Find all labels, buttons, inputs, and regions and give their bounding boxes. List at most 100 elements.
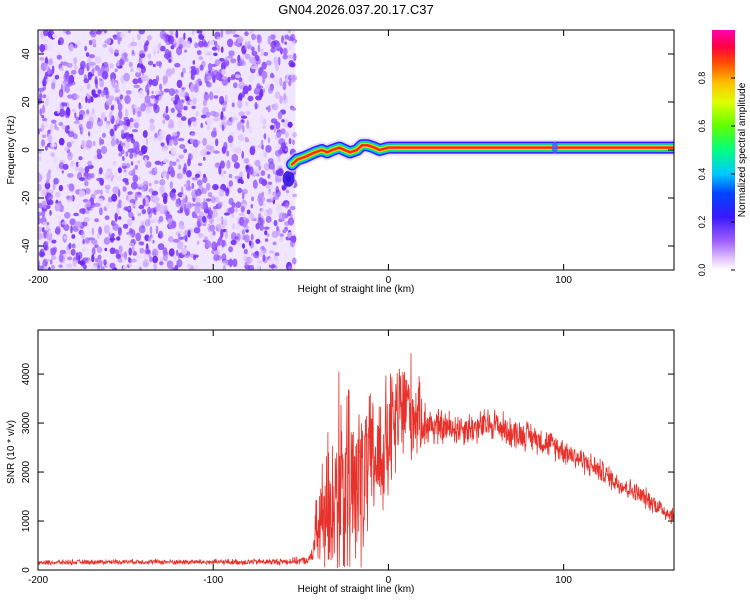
noise-speck (105, 202, 111, 209)
noise-speck (87, 62, 95, 66)
noise-speck (277, 56, 281, 66)
noise-speck (116, 115, 120, 124)
noise-speck (262, 88, 266, 93)
noise-speck (215, 138, 219, 147)
noise-speck (268, 181, 273, 185)
noise-speck (205, 111, 211, 118)
noise-speck (262, 196, 265, 202)
noise-speck (67, 130, 75, 138)
noise-speck (268, 161, 275, 170)
noise-speck (158, 204, 165, 213)
noise-speck (287, 209, 292, 217)
noise-speck (38, 183, 42, 192)
noise-speck (155, 210, 161, 216)
noise-speck (292, 132, 297, 138)
noise-speck (81, 230, 85, 240)
noise-speck (183, 32, 186, 40)
snr-y-tick-label: 1000 (21, 509, 32, 532)
noise-speck (216, 216, 224, 225)
noise-speck (133, 141, 140, 150)
noise-speck (41, 101, 46, 107)
noise-speck (45, 223, 50, 231)
noise-speck (222, 259, 229, 266)
noise-speck (91, 254, 95, 263)
noise-speck (126, 135, 132, 142)
noise-speck (91, 89, 96, 96)
noise-speck (74, 94, 80, 100)
noise-speck (40, 43, 44, 53)
noise-speck (39, 108, 43, 116)
noise-speck (246, 172, 250, 180)
noise-speck (218, 165, 222, 175)
noise-speck (138, 204, 145, 210)
noise-speck (246, 209, 251, 215)
noise-speck (131, 181, 138, 190)
noise-speck (138, 56, 143, 65)
transition-blob (282, 170, 295, 187)
noise-speck (190, 66, 196, 70)
noise-speck (154, 180, 159, 185)
noise-speck (47, 193, 53, 201)
noise-speck (284, 202, 290, 209)
noise-speck (136, 67, 142, 73)
noise-speck (54, 74, 60, 80)
noise-speck (215, 226, 219, 232)
noise-speck (246, 45, 253, 50)
noise-speck (51, 82, 56, 90)
noise-speck (44, 98, 49, 107)
noise-speck (78, 114, 84, 121)
noise-speck (228, 50, 235, 57)
noise-speck (251, 33, 256, 41)
snr-x-tick-label: 0 (386, 575, 392, 586)
noise-speck (260, 140, 265, 145)
noise-speck (50, 152, 55, 158)
noise-speck (176, 102, 184, 111)
noise-speck (275, 103, 279, 111)
noise-speck (132, 108, 136, 116)
noise-speck (238, 212, 245, 217)
noise-speck (58, 137, 65, 146)
noise-speck (83, 78, 90, 84)
noise-speck (153, 262, 157, 270)
noise-speck (214, 88, 221, 94)
noise-speck (225, 188, 230, 197)
noise-speck (81, 126, 84, 134)
noise-speck (122, 156, 125, 161)
noise-speck (260, 48, 264, 57)
noise-speck (264, 238, 269, 242)
noise-speck (121, 52, 128, 58)
noise-speck (273, 220, 278, 227)
noise-speck (287, 217, 295, 226)
colorbar-tick-label: 0.4 (697, 168, 707, 181)
snr-x-tick-label: -200 (28, 575, 48, 586)
noise-speck (292, 139, 295, 146)
noise-speck (287, 121, 293, 128)
noise-speck (122, 82, 126, 92)
noise-speck (78, 167, 85, 174)
noise-speck (159, 185, 165, 194)
noise-speck (220, 62, 227, 71)
noise-speck (249, 264, 255, 270)
noise-speck (102, 43, 108, 48)
noise-speck (290, 33, 296, 42)
noise-speck (192, 97, 198, 105)
noise-speck (216, 36, 222, 40)
noise-speck (249, 146, 256, 156)
noise-speck (230, 30, 237, 35)
noise-speck (73, 56, 78, 65)
noise-speck (280, 142, 287, 150)
noise-speck (249, 56, 256, 64)
noise-speck (272, 241, 277, 246)
noise-speck (44, 63, 49, 70)
noise-speck (121, 129, 125, 139)
noise-speck (278, 212, 286, 221)
noise-speck (204, 236, 208, 241)
noise-speck (58, 184, 64, 192)
noise-speck (215, 162, 221, 168)
noise-speck (189, 83, 195, 93)
noise-speck (54, 202, 61, 212)
noise-speck (52, 33, 57, 39)
spectrogram-x-tick-label: -200 (28, 275, 48, 286)
noise-speck (100, 266, 105, 270)
noise-speck (175, 249, 179, 256)
